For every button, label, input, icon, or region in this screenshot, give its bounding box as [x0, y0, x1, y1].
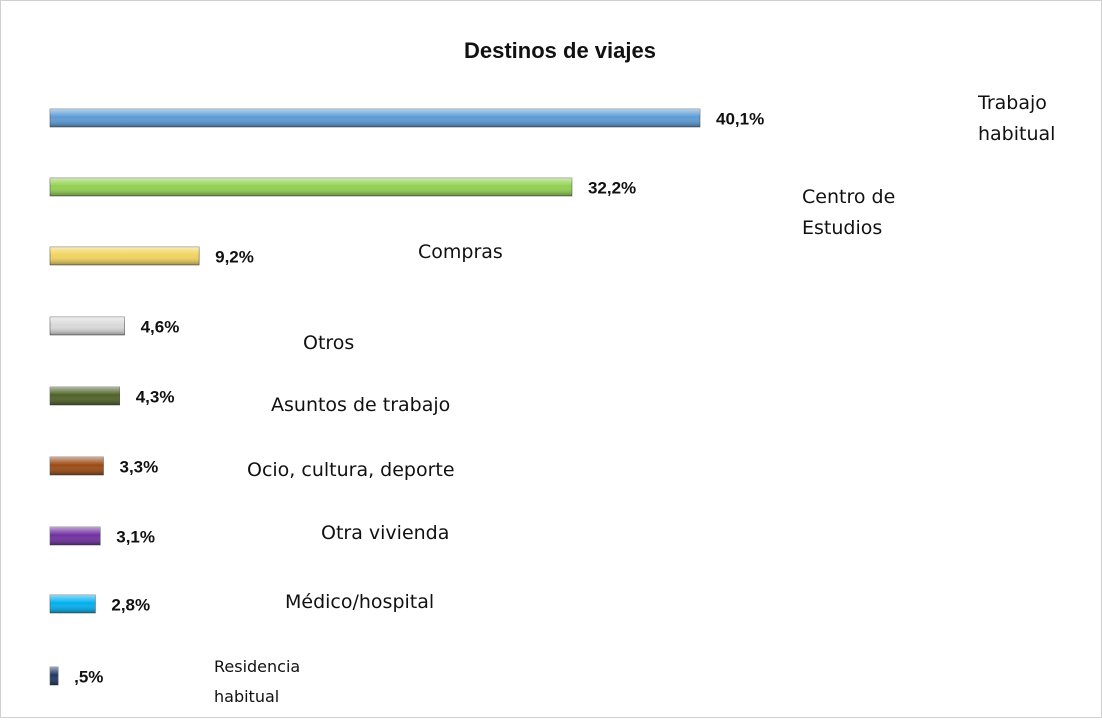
category-label-box: Trabajo habitual — [978, 88, 1088, 158]
bar-shine — [50, 247, 199, 265]
chart-frame — [1, 1, 1102, 718]
category-label: Otros — [303, 328, 383, 359]
chart: Destinos de viajes 40,1% Trabajo habitual… — [0, 0, 1102, 718]
category-label: Trabajo habitual — [978, 88, 1088, 150]
category-label-box: Residencia habitual — [214, 652, 334, 718]
category-label: Centro de Estudios — [802, 182, 922, 244]
category-label: Asuntos de trabajo — [271, 390, 521, 421]
bar-shine — [50, 457, 103, 475]
chart-title: Destinos de viajes — [464, 38, 656, 63]
value-label: 40,1% — [716, 109, 764, 128]
category-label-box: Otros — [303, 328, 383, 398]
value-label: 32,2% — [588, 178, 636, 197]
bar-shine — [50, 667, 58, 685]
category-label: Compras — [418, 237, 538, 268]
bar-shine — [50, 387, 120, 405]
value-label: 4,6% — [141, 317, 180, 336]
category-label: Médico/hospital — [285, 587, 505, 618]
category-label: Otra vivienda — [321, 518, 521, 549]
value-label: 3,3% — [119, 457, 158, 476]
value-label: 2,8% — [111, 595, 150, 614]
category-label: Residencia habitual — [214, 652, 334, 712]
bar-shine — [50, 109, 700, 127]
category-label-box: Asuntos de trabajo — [271, 390, 521, 460]
category-label-box: Ocio, cultura, deporte — [247, 455, 507, 525]
category-label-box: Médico/hospital — [285, 587, 505, 657]
bar-shine — [50, 317, 125, 335]
category-label: Ocio, cultura, deporte — [247, 455, 507, 486]
value-label: 9,2% — [215, 247, 254, 266]
category-label-box: Centro de Estudios — [802, 182, 922, 252]
category-label-box: Compras — [418, 237, 538, 307]
value-label: ,5% — [74, 667, 103, 686]
bar-shine — [50, 178, 572, 196]
bar-shine — [50, 595, 95, 613]
bar-shine — [50, 527, 100, 545]
value-label: 4,3% — [136, 387, 175, 406]
value-label: 3,1% — [116, 527, 155, 546]
category-label-box: Otra vivienda — [321, 518, 521, 588]
